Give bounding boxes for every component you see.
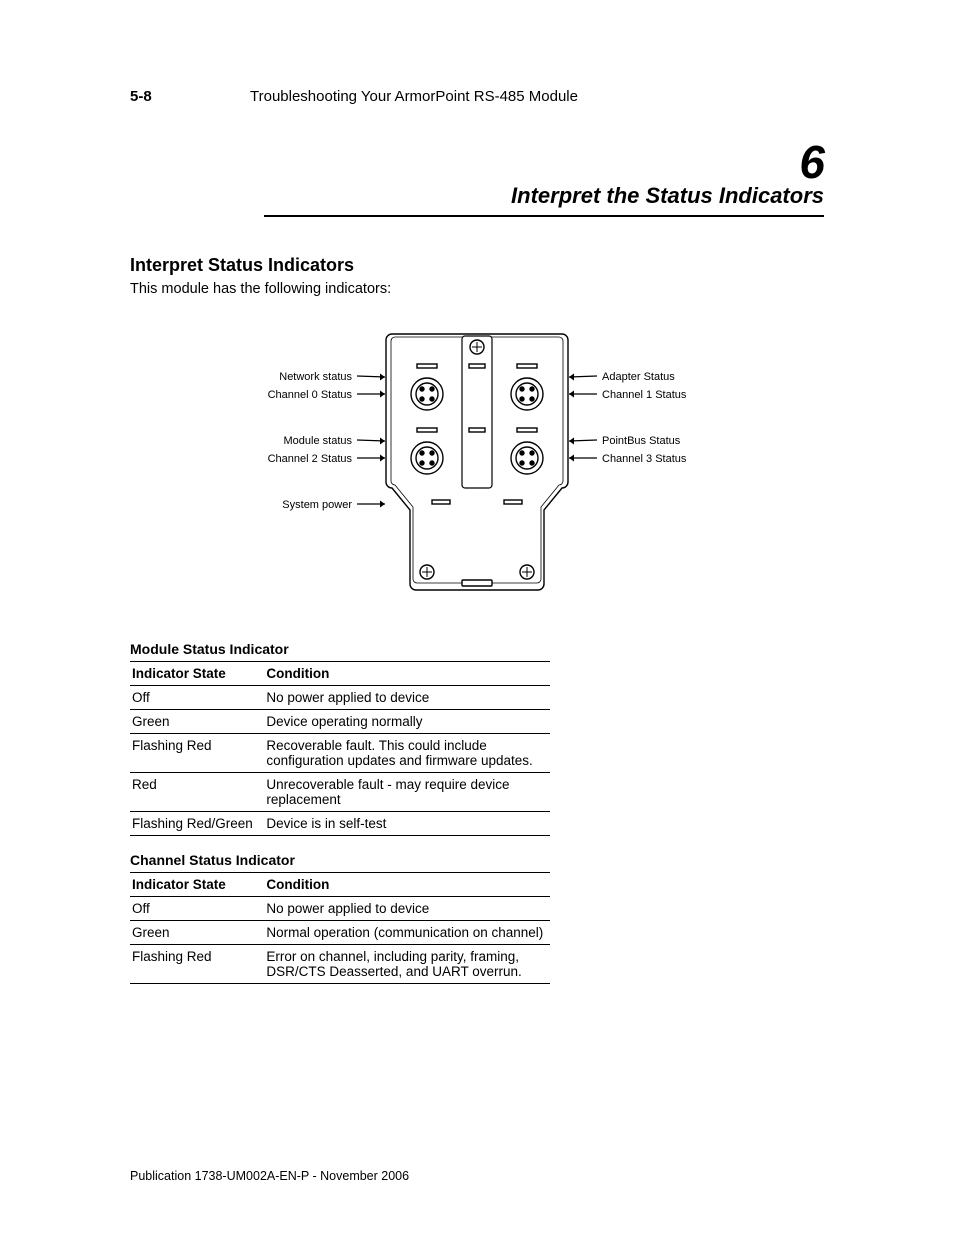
ms-cell-condition: No power applied to device: [264, 685, 550, 709]
table-row: GreenNormal operation (communication on …: [130, 920, 550, 944]
cs-header-state: Indicator State: [130, 872, 264, 896]
intro-text: This module has the following indicators…: [130, 280, 824, 300]
channel-1-status-label: Channel 1 Status: [602, 389, 687, 401]
footer-text: Publication 1738-UM002A-EN-P - November …: [130, 1169, 409, 1183]
ms-cell-condition: Device is in self-test: [264, 811, 550, 835]
channel-0-status-label: Channel 0 Status: [268, 389, 353, 401]
cs-cell-condition: Error on channel, including parity, fram…: [264, 944, 550, 983]
cs-header-condition: Condition: [264, 872, 550, 896]
adapter-status-label: Adapter Status: [602, 371, 675, 383]
page-header: 5-8 Troubleshooting Your ArmorPoint RS-4…: [130, 88, 824, 105]
system-power-label: System power: [282, 499, 352, 511]
cs-cell-state: Off: [130, 896, 264, 920]
ms-cell-condition: Unrecoverable fault - may require device…: [264, 772, 550, 811]
chapter-title: Interpret the Status Indicators: [130, 183, 824, 209]
table-row: GreenDevice operating normally: [130, 709, 550, 733]
module-status-caption: Module Status Indicator: [130, 641, 550, 661]
cs-cell-condition: Normal operation (communication on chann…: [264, 920, 550, 944]
channel-status-table: Channel Status Indicator Indicator State…: [130, 852, 550, 984]
page: 5-8 Troubleshooting Your ArmorPoint RS-4…: [0, 0, 954, 1235]
table-row: Flashing RedError on channel, including …: [130, 944, 550, 983]
page-number: 5-8: [130, 88, 250, 105]
table-row: OffNo power applied to device: [130, 685, 550, 709]
header-title: Troubleshooting Your ArmorPoint RS-485 M…: [250, 88, 578, 105]
cs-cell-state: Flashing Red: [130, 944, 264, 983]
ms-cell-condition: Recoverable fault. This could include co…: [264, 733, 550, 772]
channel-status-caption: Channel Status Indicator: [130, 852, 550, 872]
ms-cell-state: Green: [130, 709, 264, 733]
ms-cell-state: Off: [130, 685, 264, 709]
table-row: Flashing Red/GreenDevice is in self-test: [130, 811, 550, 835]
chapter-number: 6: [130, 135, 824, 189]
chapter-rule: [264, 215, 824, 217]
diagram-svg: Network status Channel 0 Status Module sta…: [257, 314, 697, 614]
cs-cell-condition: No power applied to device: [264, 896, 550, 920]
ms-cell-state: Flashing Red: [130, 733, 264, 772]
pointbus-status-label: PointBus Status: [602, 435, 681, 447]
ms-header-condition: Condition: [264, 661, 550, 685]
ms-cell-state: Red: [130, 772, 264, 811]
module-diagram: Network status Channel 0 Status Module sta…: [130, 314, 824, 619]
table-row: Flashing RedRecoverable fault. This coul…: [130, 733, 550, 772]
ms-cell-condition: Device operating normally: [264, 709, 550, 733]
channel-3-status-label: Channel 3 Status: [602, 453, 687, 465]
network-status-label: Network status: [279, 371, 352, 383]
module-status-label: Module status: [284, 435, 353, 447]
table-row: OffNo power applied to device: [130, 896, 550, 920]
table-row: RedUnrecoverable fault - may require dev…: [130, 772, 550, 811]
channel-2-status-label: Channel 2 Status: [268, 453, 353, 465]
ms-cell-state: Flashing Red/Green: [130, 811, 264, 835]
ms-header-state: Indicator State: [130, 661, 264, 685]
cs-cell-state: Green: [130, 920, 264, 944]
module-status-table: Module Status Indicator Indicator State …: [130, 641, 550, 836]
section-heading: Interpret Status Indicators: [130, 255, 824, 276]
